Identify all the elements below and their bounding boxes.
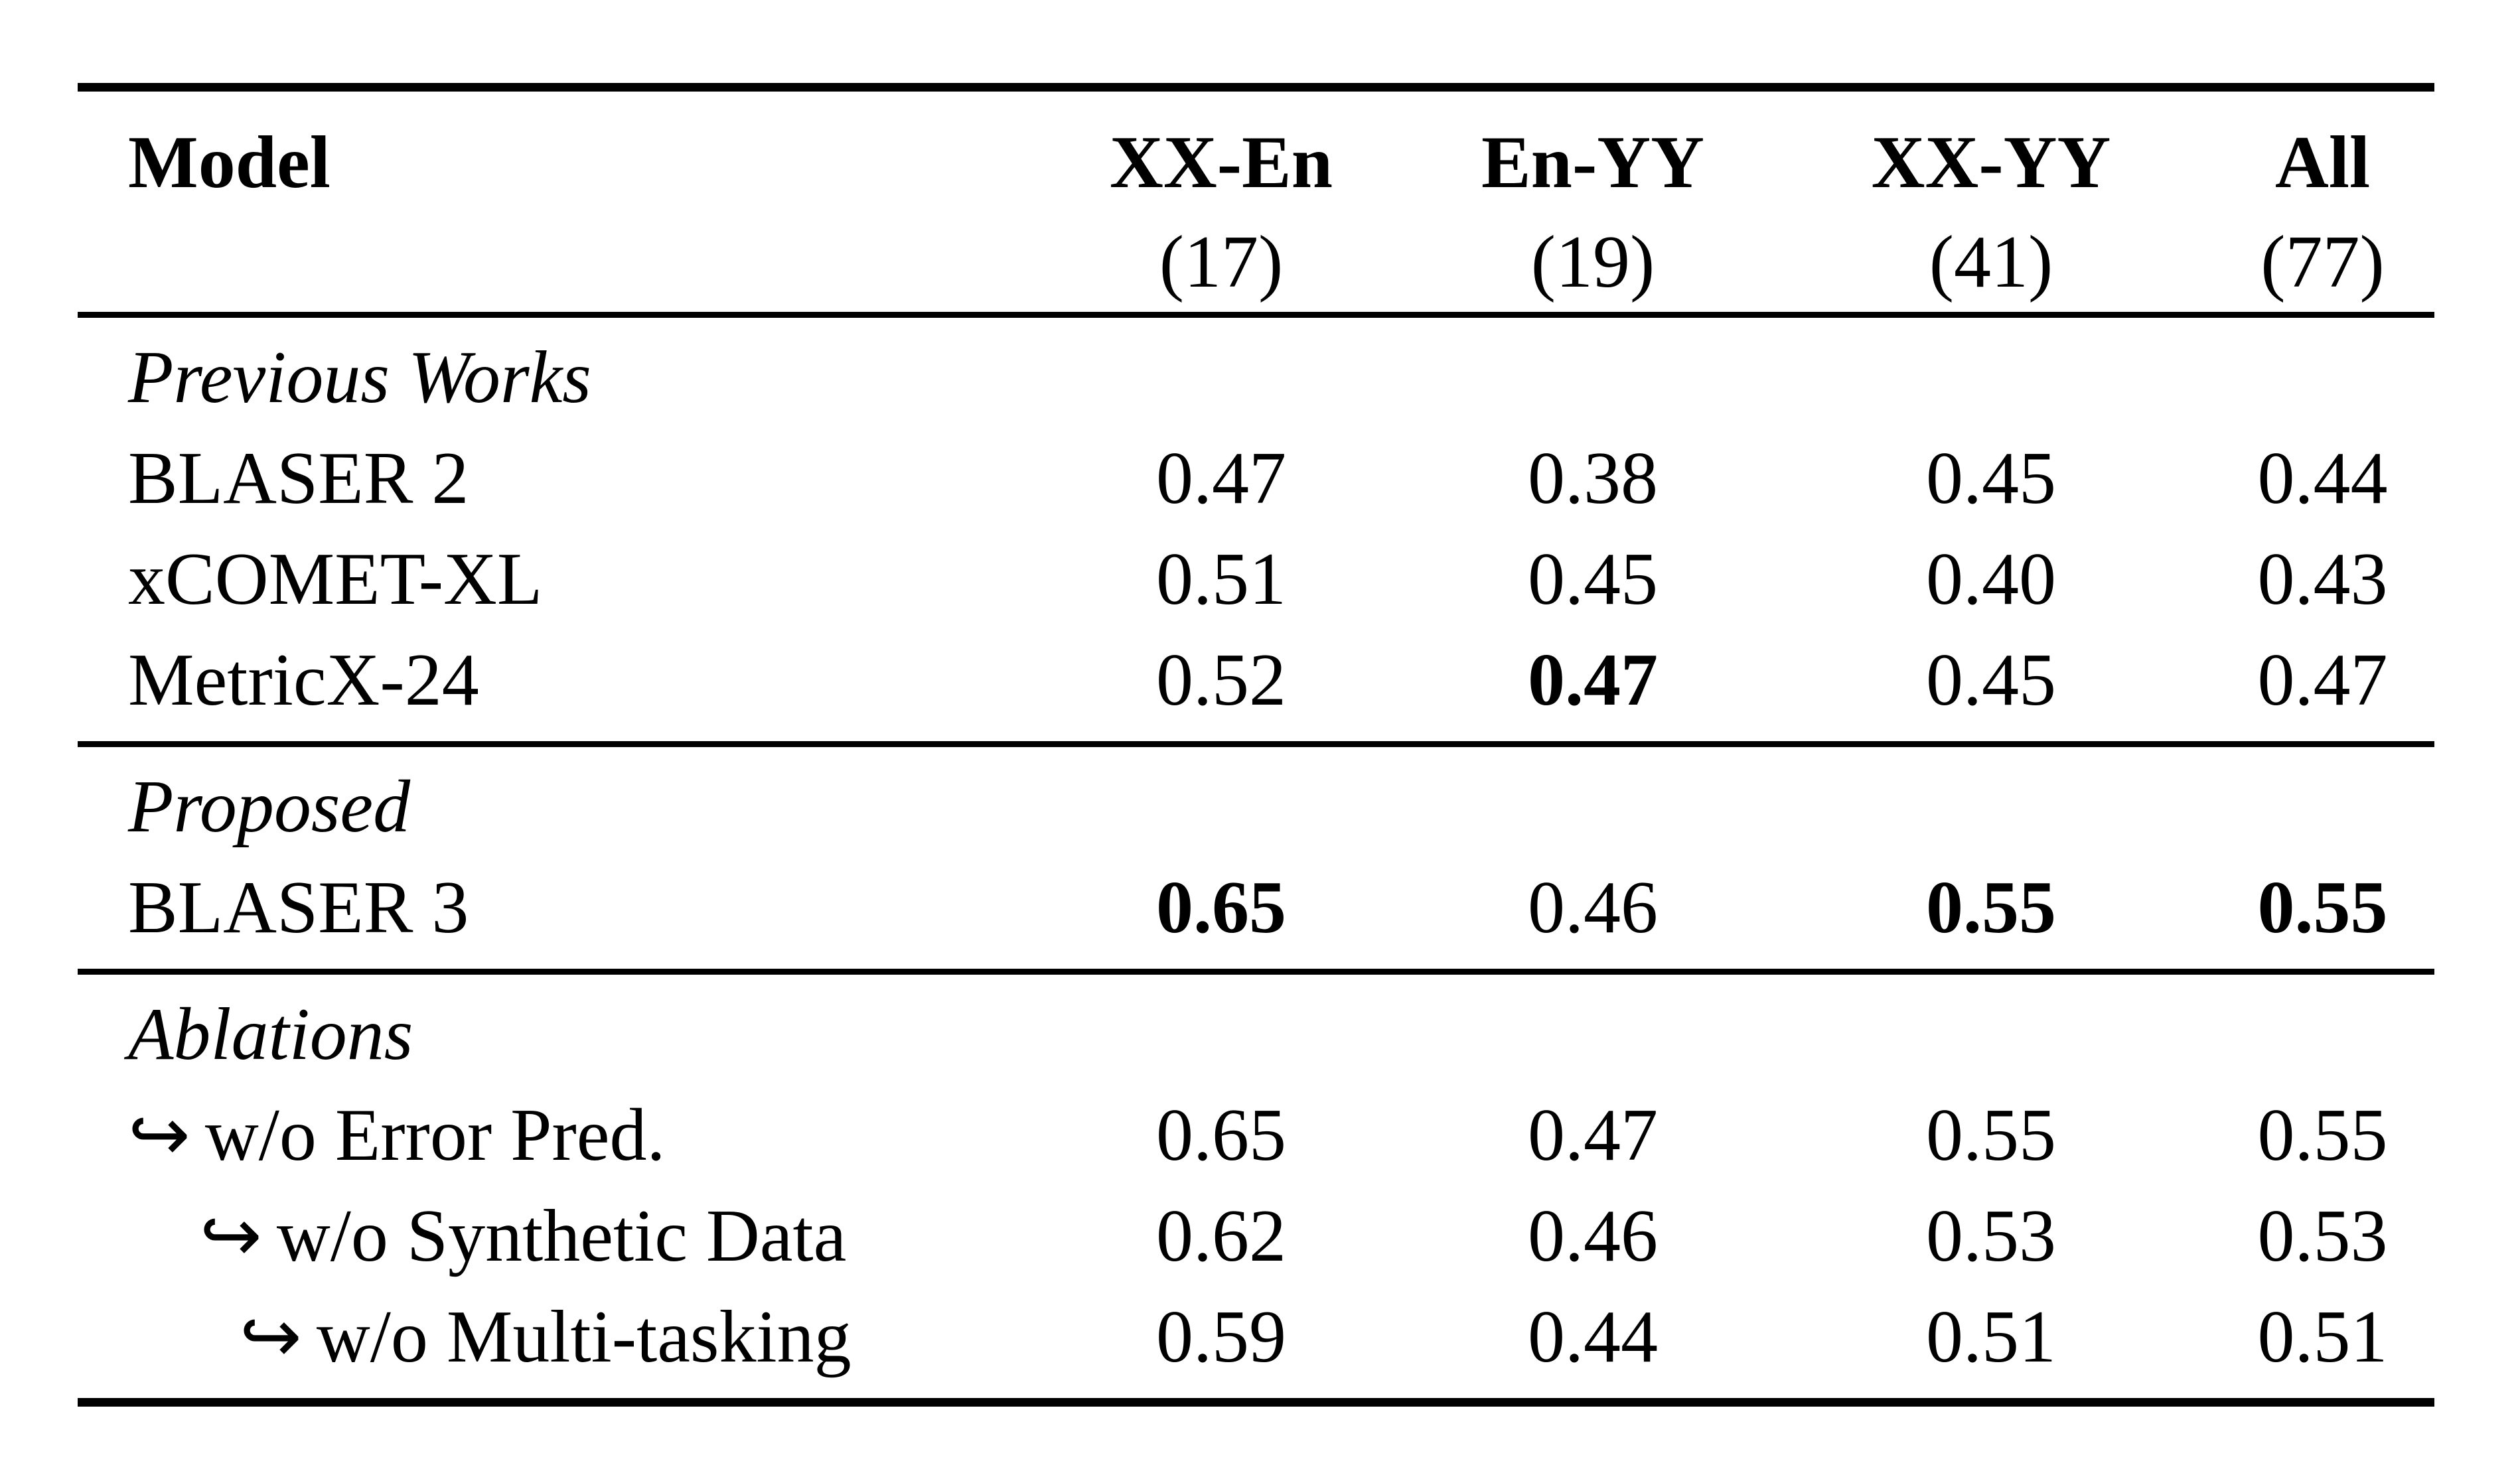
column-header-xx-yy-count: (41) xyxy=(1929,221,2053,303)
score-cell: 0.38 xyxy=(1528,437,1658,520)
header-row: Model XX-En (17) En-YY (19) XX-YY (41) A… xyxy=(78,88,2434,315)
section-title-ablations: Ablations xyxy=(128,993,413,1076)
column-header-en-yy-count: (19) xyxy=(1530,221,1655,303)
score-cell: 0.55 xyxy=(1926,1094,2056,1176)
score-cell: 0.53 xyxy=(2257,1195,2388,1277)
results-table: Model XX-En (17) En-YY (19) XX-YY (41) A… xyxy=(78,83,2434,1407)
paper-results-table-figure: Model XX-En (17) En-YY (19) XX-YY (41) A… xyxy=(78,83,2434,1407)
section-title-proposed: Proposed xyxy=(128,766,411,848)
table-row-wo-error-pred: ↪ w/o Error Pred. 0.65 0.47 0.55 0.55 xyxy=(78,1085,2434,1186)
table-row-wo-multi-tasking: ↪ w/o Multi-tasking 0.59 0.44 0.51 0.51 xyxy=(78,1287,2434,1403)
hook-arrow-icon: ↪ xyxy=(240,1296,302,1378)
column-header-all: All (77) xyxy=(2211,88,2434,315)
score-cell: 0.47 xyxy=(1528,1094,1658,1176)
score-cell: 0.47 xyxy=(2257,639,2388,721)
score-cell: 0.45 xyxy=(1528,538,1658,620)
column-header-xx-en-label: XX-En xyxy=(1109,121,1333,204)
column-header-xx-yy-label: XX-YY xyxy=(1871,121,2111,204)
model-name-cell: ↪ w/o Error Pred. xyxy=(78,1085,1028,1186)
column-header-model-label: Model xyxy=(128,121,331,204)
score-cell: 0.45 xyxy=(1926,639,2056,721)
ablation-label: w/o Multi-tasking xyxy=(316,1296,852,1378)
score-cell-best: 0.55 xyxy=(1926,867,2056,949)
table-row-blaser-3: BLASER 3 0.65 0.46 0.55 0.55 xyxy=(78,857,2434,972)
column-header-model: Model xyxy=(78,88,1028,315)
table-row-xcomet-xl: xCOMET-XL 0.51 0.45 0.40 0.43 xyxy=(78,529,2434,630)
score-cell: 0.65 xyxy=(1156,1094,1286,1176)
score-cell: 0.45 xyxy=(1926,437,2056,520)
score-cell: 0.46 xyxy=(1528,867,1658,949)
score-cell: 0.44 xyxy=(2257,437,2388,520)
column-header-all-count: (77) xyxy=(2261,221,2385,303)
model-name-cell: ↪ w/o Multi-tasking xyxy=(78,1287,1028,1403)
column-header-all-label: All xyxy=(2274,121,2371,204)
hook-arrow-icon: ↪ xyxy=(200,1195,262,1277)
score-cell: 0.52 xyxy=(1156,639,1286,721)
column-header-xx-en-count: (17) xyxy=(1159,221,1284,303)
model-name-cell: BLASER 3 xyxy=(128,867,469,949)
score-cell: 0.51 xyxy=(1156,538,1286,620)
ablation-label: w/o Synthetic Data xyxy=(276,1195,847,1277)
model-name-cell: xCOMET-XL xyxy=(128,538,543,620)
score-cell: 0.44 xyxy=(1528,1296,1658,1378)
section-previous-works: Previous Works BLASER 2 0.47 0.38 0.45 0… xyxy=(78,315,2434,744)
hook-arrow-icon: ↪ xyxy=(128,1094,190,1176)
table-row-metricx-24: MetricX-24 0.52 0.47 0.45 0.47 xyxy=(78,630,2434,744)
score-cell: 0.46 xyxy=(1528,1195,1658,1277)
score-cell: 0.59 xyxy=(1156,1296,1286,1378)
score-cell-best: 0.47 xyxy=(1528,639,1658,721)
table-row-blaser-2: BLASER 2 0.47 0.38 0.45 0.44 xyxy=(78,428,2434,529)
column-header-en-yy: En-YY (19) xyxy=(1414,88,1771,315)
ablation-label: w/o Error Pred. xyxy=(204,1094,666,1176)
score-cell: 0.51 xyxy=(2257,1296,2388,1378)
section-title-previous-works: Previous Works xyxy=(128,336,591,419)
section-title-row: Ablations xyxy=(78,972,2434,1085)
score-cell: 0.40 xyxy=(1926,538,2056,620)
score-cell: 0.55 xyxy=(2257,1094,2388,1176)
score-cell-best: 0.65 xyxy=(1156,867,1286,949)
column-header-xx-en: XX-En (17) xyxy=(1028,88,1414,315)
score-cell: 0.53 xyxy=(1926,1195,2056,1277)
section-title-row: Previous Works xyxy=(78,315,2434,429)
table-row-wo-synthetic-data: ↪ w/o Synthetic Data 0.62 0.46 0.53 0.53 xyxy=(78,1186,2434,1287)
model-name-cell: ↪ w/o Synthetic Data xyxy=(78,1186,1028,1287)
score-cell: 0.43 xyxy=(2257,538,2388,620)
model-name-cell: BLASER 2 xyxy=(128,437,469,520)
table-header: Model XX-En (17) En-YY (19) XX-YY (41) A… xyxy=(78,88,2434,315)
section-proposed: Proposed BLASER 3 0.65 0.46 0.55 0.55 xyxy=(78,744,2434,972)
score-cell-best: 0.55 xyxy=(2257,867,2388,949)
column-header-xx-yy: XX-YY (41) xyxy=(1771,88,2211,315)
score-cell: 0.62 xyxy=(1156,1195,1286,1277)
section-ablations: Ablations ↪ w/o Error Pred. 0.65 0.47 0.5… xyxy=(78,971,2434,1403)
section-title-row: Proposed xyxy=(78,744,2434,858)
score-cell: 0.51 xyxy=(1926,1296,2056,1378)
column-header-en-yy-label: En-YY xyxy=(1481,121,1705,204)
model-name-cell: MetricX-24 xyxy=(128,639,479,721)
score-cell: 0.47 xyxy=(1156,437,1286,520)
